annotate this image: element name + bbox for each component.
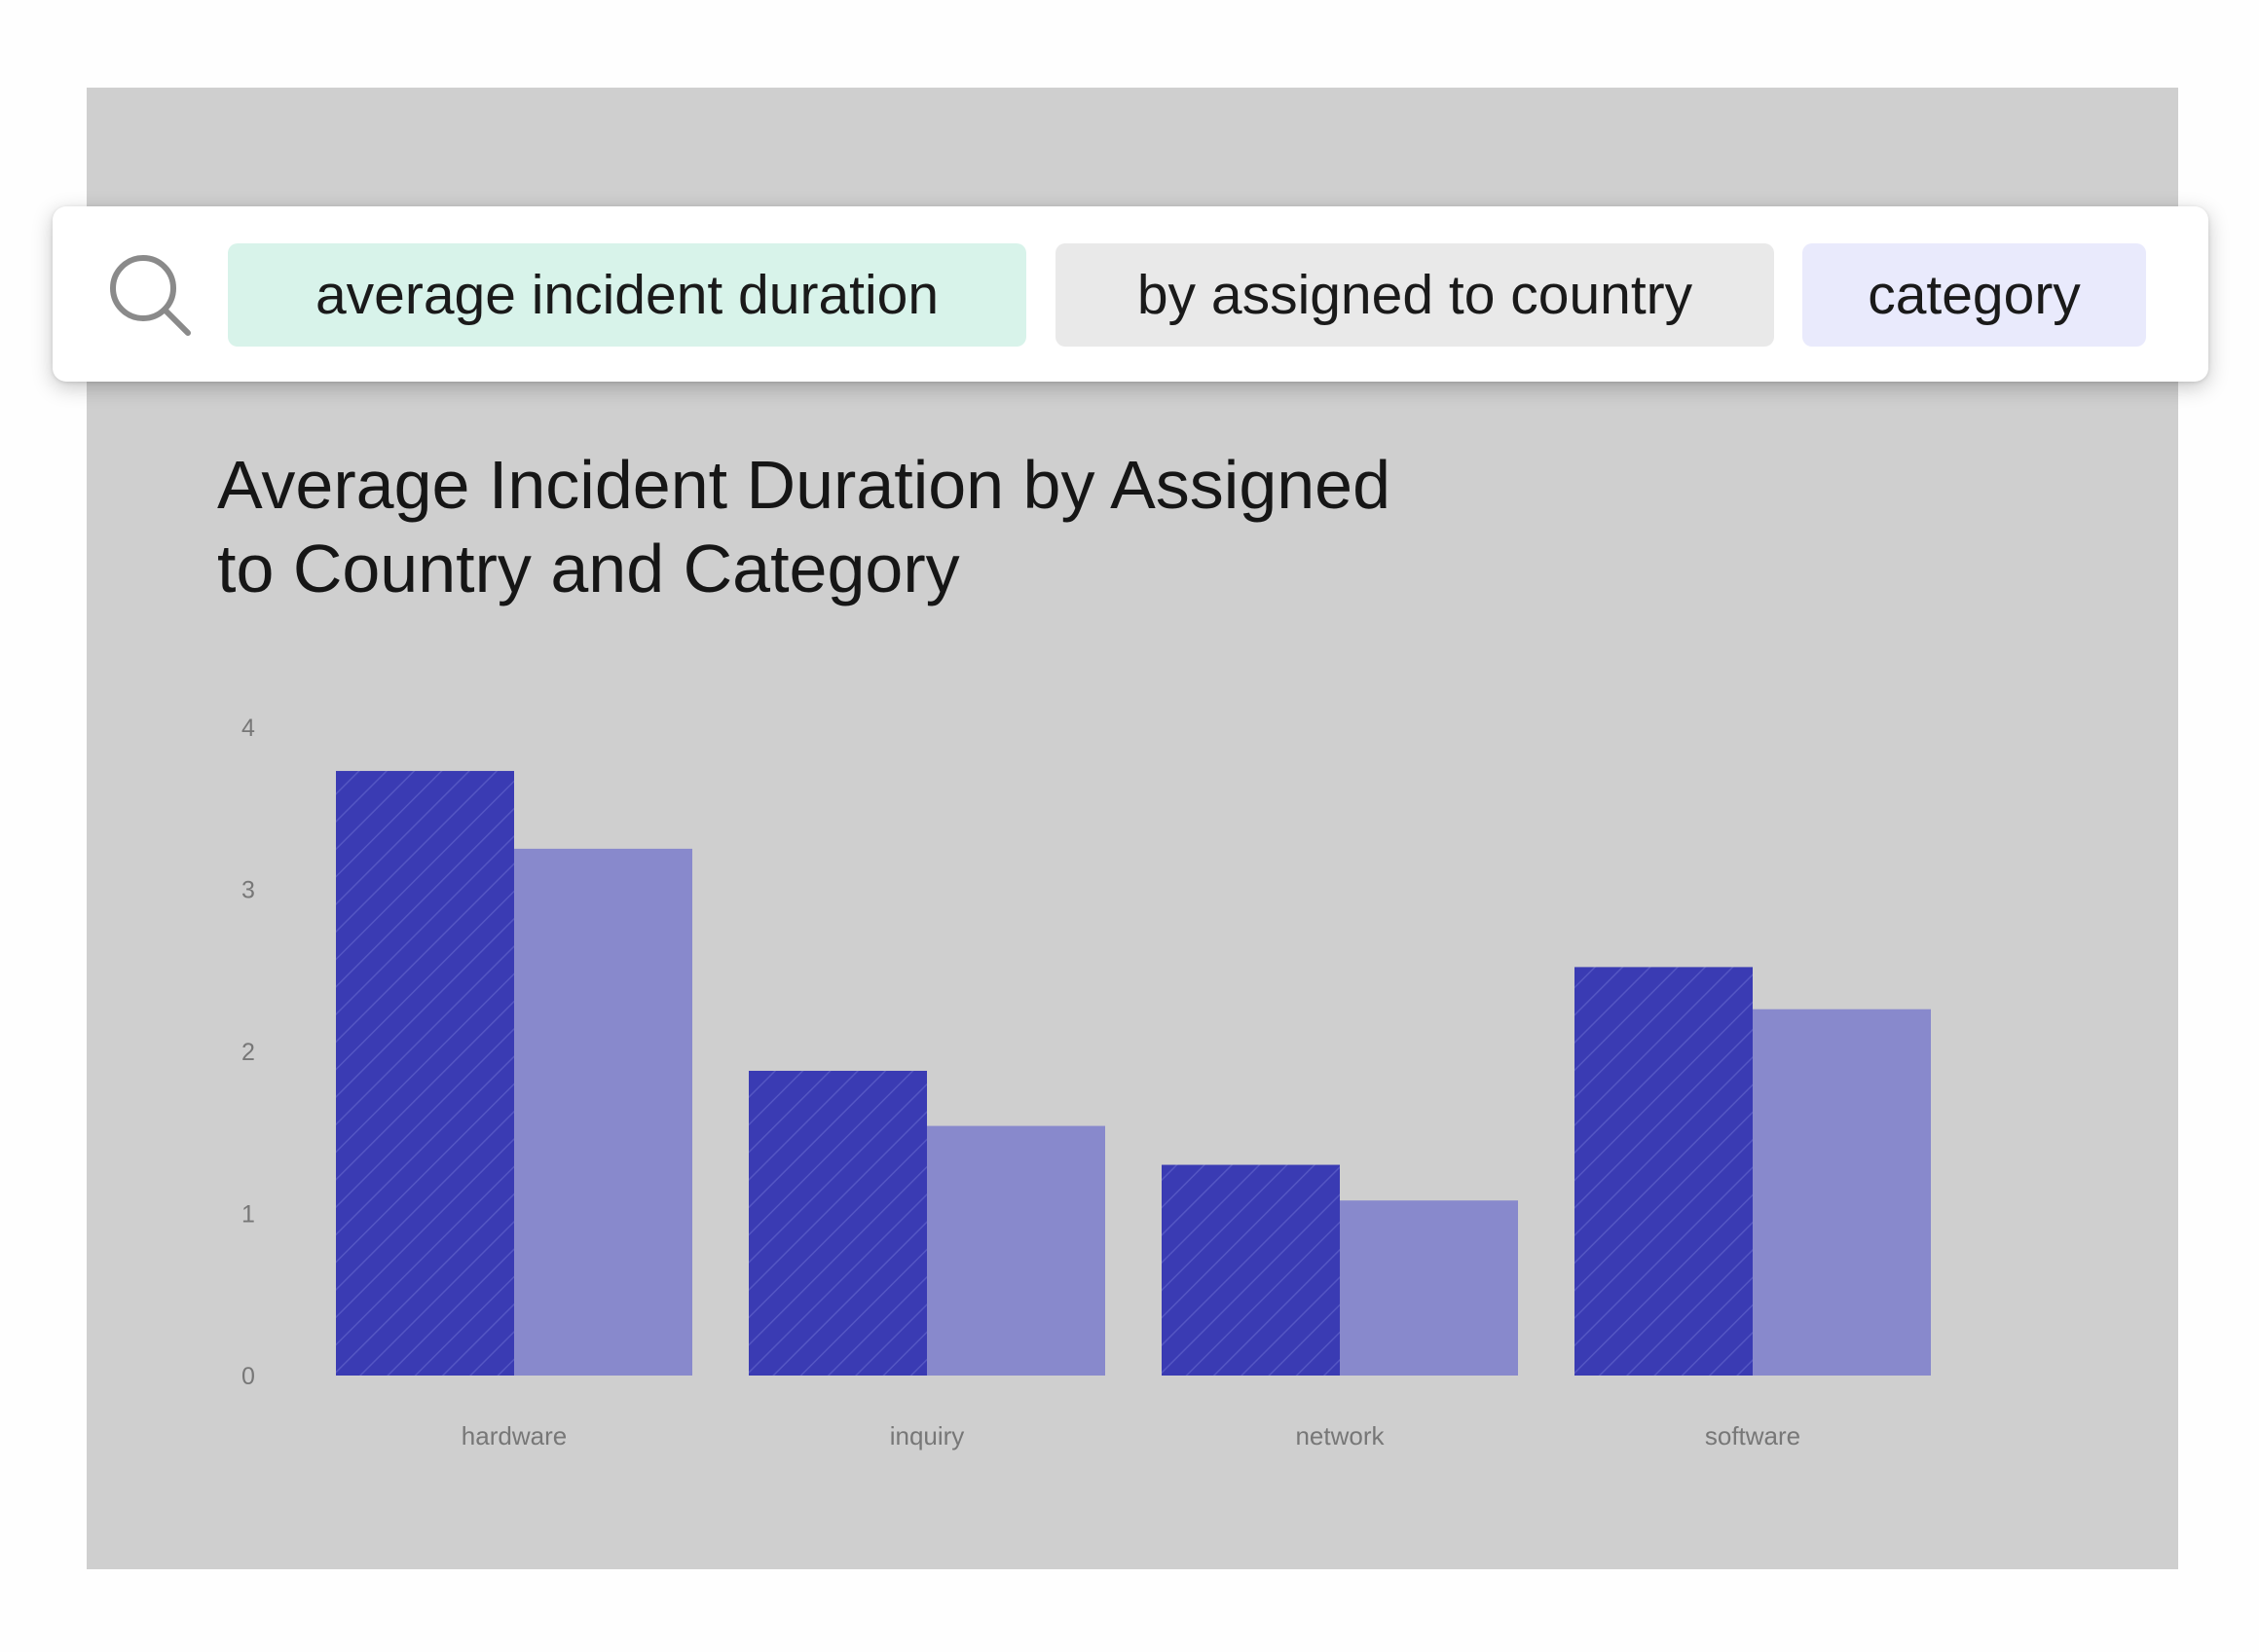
x-tick-label-hardware: hardware	[462, 1421, 567, 1450]
y-tick-label: 0	[241, 1363, 255, 1390]
bar-software-series-2[interactable]	[1753, 1009, 1931, 1376]
bar-software-series-1[interactable]	[1574, 967, 1753, 1376]
search-token-groupby[interactable]: by assigned to country	[1055, 243, 1774, 347]
y-tick-label: 1	[241, 1201, 255, 1229]
chart-title-line-2: to Country and Category	[217, 531, 960, 606]
search-token-measure[interactable]: average incident duration	[228, 243, 1026, 347]
y-tick-label: 3	[241, 877, 255, 904]
bar-hardware-series-2[interactable]	[514, 848, 692, 1376]
y-tick-label: 2	[241, 1039, 255, 1066]
chart-title-line-1: Average Incident Duration by Assigned	[217, 447, 1391, 523]
search-token-category[interactable]: category	[1802, 243, 2146, 347]
bar-hardware-series-1[interactable]	[336, 770, 514, 1376]
bar-network-series-2[interactable]	[1340, 1200, 1518, 1376]
y-axis-ticks: 0 1 2 3 4	[241, 715, 255, 1390]
search-icon[interactable]	[106, 251, 196, 341]
bar-network-series-1[interactable]	[1162, 1164, 1340, 1376]
bars-group	[336, 770, 1931, 1376]
x-tick-label-software: software	[1705, 1421, 1800, 1450]
chart-title: Average Incident Duration by Assigned to…	[217, 443, 1390, 610]
y-tick-label: 4	[241, 715, 255, 742]
x-axis-ticks: hardware inquiry network software	[462, 1421, 1800, 1450]
bar-inquiry-series-1[interactable]	[749, 1070, 927, 1376]
bar-inquiry-series-2[interactable]	[927, 1125, 1105, 1376]
search-bar[interactable]: average incident duration by assigned to…	[53, 206, 2208, 382]
x-tick-label-inquiry: inquiry	[890, 1421, 965, 1450]
x-tick-label-network: network	[1295, 1421, 1385, 1450]
